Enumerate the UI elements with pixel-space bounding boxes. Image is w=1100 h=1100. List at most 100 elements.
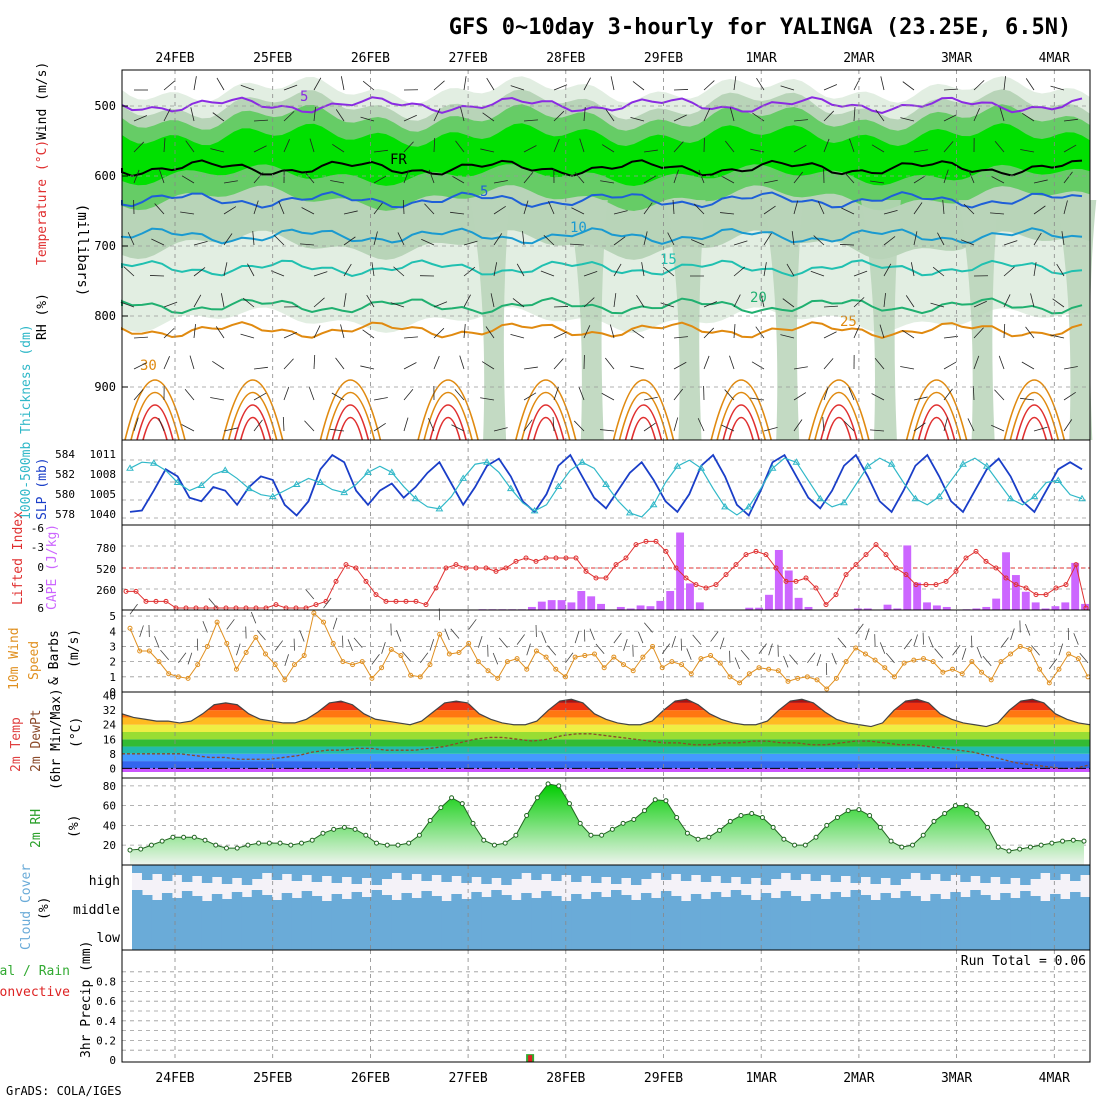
li-point	[373, 592, 379, 598]
cloud-high-bar	[361, 865, 372, 878]
temp-contour	[923, 416, 950, 441]
cloud-mid-bar	[311, 896, 323, 950]
wind-barb	[193, 267, 206, 277]
cape-panel: -6 -3 0 3 6 780 520 260 Lifted Index CAPE (J/kg)	[11, 511, 1091, 615]
slp-tick: 1011	[90, 448, 117, 461]
wind-barb	[991, 176, 1005, 184]
rh-plume	[665, 200, 706, 440]
rh2m-point	[792, 842, 798, 848]
temp-band	[122, 768, 1090, 772]
precip-total-label: Total / Rain	[0, 964, 70, 979]
rh2m-point	[513, 832, 519, 838]
wind-barb	[870, 429, 885, 432]
wind-barb	[553, 138, 560, 153]
wind10-point	[882, 665, 888, 671]
wind-barb	[313, 297, 325, 308]
rh2m-point	[534, 795, 540, 801]
wind-barb	[309, 138, 315, 153]
cloud-mid-bar	[920, 901, 931, 950]
wind10-point	[466, 640, 472, 646]
cloud-high-bar	[391, 865, 402, 873]
wind-barb	[390, 302, 405, 308]
wind10-barb	[595, 643, 605, 654]
date-label-top: 26FEB	[351, 51, 390, 66]
wind-barb	[643, 422, 656, 432]
date-label-bottom: 26FEB	[351, 1071, 390, 1086]
wind-barb	[343, 293, 347, 308]
wind-barb	[902, 81, 915, 91]
cloud-high-bar	[311, 865, 323, 882]
temp-contour	[1003, 379, 1066, 441]
li-point	[543, 555, 549, 561]
wind10-point	[601, 665, 607, 671]
temp-contour	[728, 416, 754, 441]
wind10-point	[233, 666, 239, 672]
wind-barb	[703, 108, 711, 122]
panels: 5FR51015202530500600700800900(millibars)…	[0, 62, 1097, 1067]
wind-barb	[823, 305, 838, 308]
wind-barb	[793, 144, 807, 153]
li-point	[363, 578, 369, 584]
wind-barb	[510, 333, 525, 339]
rh2m-point	[1081, 838, 1087, 844]
cloud-high-bar	[381, 865, 392, 879]
wind10-point	[350, 662, 356, 668]
wind10-label: 10m Wind	[7, 627, 22, 690]
cloud-high-bar	[950, 865, 961, 875]
wind10-barb	[837, 637, 847, 648]
temp-unit-label: (°C)	[69, 717, 84, 748]
wind-barb	[703, 301, 718, 308]
thickness-point	[364, 468, 372, 475]
wind10-barb	[541, 631, 547, 644]
li-point	[633, 542, 639, 548]
slp-tick: 1005	[90, 488, 117, 501]
date-label-bottom: 24FEB	[155, 1071, 194, 1086]
wind-barb	[793, 366, 808, 370]
temp-contour	[521, 391, 571, 441]
thickness-point	[935, 492, 944, 500]
wind10-barb	[719, 637, 725, 650]
wind-barb	[750, 397, 765, 401]
li-point	[663, 548, 669, 554]
li-point	[593, 575, 599, 581]
wind-barb	[480, 397, 495, 401]
wind10-tick: 1	[109, 671, 116, 684]
wind10-point	[814, 677, 820, 683]
wind-barb	[301, 207, 315, 215]
temp-contour	[233, 404, 272, 441]
li-point	[993, 565, 999, 571]
cape-bar	[883, 604, 892, 610]
wind-barb	[823, 331, 837, 339]
wind10-point	[901, 660, 907, 666]
li-point	[873, 542, 879, 548]
wind-barb	[158, 417, 165, 432]
wind10-point	[1066, 651, 1072, 657]
cloud-mid-bar	[211, 894, 223, 950]
thickness-point	[721, 502, 729, 510]
wind-barb	[313, 354, 316, 370]
rh2m-point	[1017, 846, 1023, 852]
cloud-high-bar	[441, 865, 452, 882]
rh2m-point	[266, 840, 272, 846]
wind10-point	[495, 675, 501, 681]
wind10-barb	[353, 637, 363, 648]
li-point	[963, 555, 969, 561]
wind10-barb	[250, 611, 257, 624]
wind10-barb	[913, 634, 918, 647]
wind10-point	[1046, 680, 1052, 686]
rh2m-point	[706, 834, 712, 840]
cape-bar	[695, 602, 704, 610]
cloud-high-bar	[331, 865, 343, 883]
cloud-mid-bar	[181, 891, 193, 950]
temp-contour	[814, 391, 864, 441]
cloud-mid-bar	[850, 890, 861, 950]
rh2m-area	[130, 783, 1084, 865]
li-point	[393, 598, 399, 604]
wind10-point	[746, 671, 752, 677]
rh2m-point	[566, 801, 572, 807]
wind-barb	[1063, 200, 1068, 215]
temp-contour	[239, 416, 266, 441]
wind-barb	[181, 175, 195, 184]
wind-barb	[870, 180, 885, 184]
rh2m-point	[931, 818, 937, 824]
